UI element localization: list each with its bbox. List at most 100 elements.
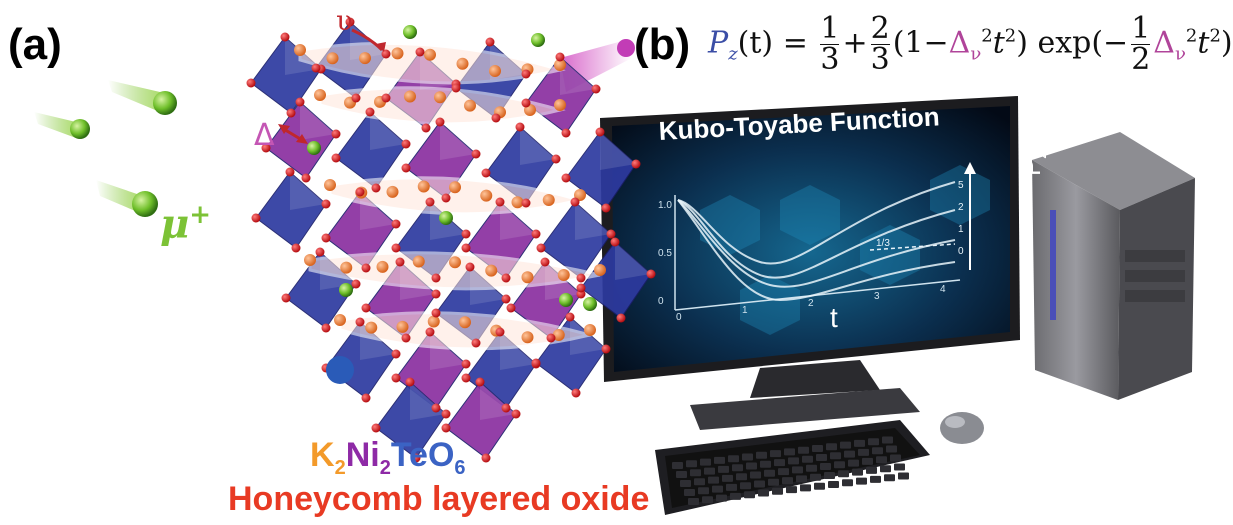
key [718,465,729,473]
kubo-toyabe-plot: 1.0 0.5 0 0 1 2 3 4 5 2 1 0 1/3 [658,162,976,323]
oxygen-atom [421,123,431,133]
octahedron-facet [575,202,611,240]
kt-curve [677,199,956,279]
plot-xtick: 4 [940,284,946,295]
key [672,462,683,469]
k-atom [334,314,346,326]
panel-label-a: (a) [8,20,62,69]
oxygen-atom [531,358,541,368]
oxygen-atom [401,333,411,343]
k-atom [365,321,378,334]
k-atom [464,99,476,112]
key [728,455,739,463]
key [750,471,761,479]
oxygen-atom [391,243,401,253]
k-atom [511,196,524,209]
key [868,438,879,446]
oxygen-atom [321,323,331,333]
key [756,451,767,459]
oxygen-atom [461,359,471,369]
key [760,460,771,468]
oxygen-atom [391,349,401,359]
key [714,456,725,464]
octahedron-facet [560,57,596,95]
oxygen-atom [361,303,371,313]
key [882,436,893,444]
key [686,460,697,468]
key [768,478,779,486]
key [792,466,803,474]
oxygen-atom [501,403,511,413]
oxygen-atom [631,159,641,169]
octahedron-facet [440,122,476,160]
key [856,477,867,485]
key [894,463,905,471]
oxygen-atom [291,243,301,253]
key [716,494,727,502]
k-atom [412,255,425,268]
key [726,483,737,491]
k-atom [324,179,336,191]
key [704,467,715,475]
key [694,478,705,486]
key [764,469,775,477]
kt-curve [677,199,956,288]
key [816,454,827,461]
k-atom [396,320,409,333]
k-atom [326,52,339,65]
exit-ball [617,39,635,57]
k-atom [294,44,306,56]
oxygen-atom [646,269,656,279]
k-atom [552,329,565,342]
key [886,445,897,453]
muon-beams [34,80,177,217]
plot-ytick: 0.5 [658,248,672,259]
oxygen-atom [555,52,565,62]
oxygen-atom [610,237,620,247]
key [688,498,699,505]
upsilon-label: υ [336,4,354,37]
octahedron-facet [370,112,406,150]
oxygen-atom [351,93,361,103]
key [722,474,733,482]
key [796,475,807,483]
oxygen-atom [521,198,531,208]
delta-label: Δ [254,118,275,153]
oxygen-atom [331,153,341,163]
key [858,448,869,456]
oxygen-atom [435,117,445,127]
oxygen-atom [371,423,381,433]
k-atom [391,47,404,60]
oxygen-atom [321,233,331,243]
key [788,457,799,465]
oxygen-atom [495,197,505,207]
oxygen-atom [571,388,581,398]
k-atom [427,315,440,328]
oxygen-atom [481,453,491,463]
plot-ytick: 0 [658,296,664,307]
oxygen-atom [295,97,305,107]
oxygen-atom [451,83,461,93]
k-atom [434,91,446,104]
key [746,462,757,470]
oxygen-atom [286,108,296,118]
key [890,454,901,462]
key [690,469,701,477]
oxygen-atom [570,197,580,207]
curve-label: 1 [958,224,964,235]
octahedron-facet [615,242,651,280]
oxygen-atom [561,173,571,183]
key [806,464,817,472]
key [774,459,785,467]
oxygen-atom [616,313,626,323]
key [848,459,859,467]
key [872,447,883,455]
oxygen-atom [540,257,550,267]
octahedron-facet [300,102,336,140]
key [786,486,797,494]
k-atom [404,90,416,103]
k-atom [557,269,570,282]
oxygen-atom [601,344,611,354]
key [700,458,711,466]
